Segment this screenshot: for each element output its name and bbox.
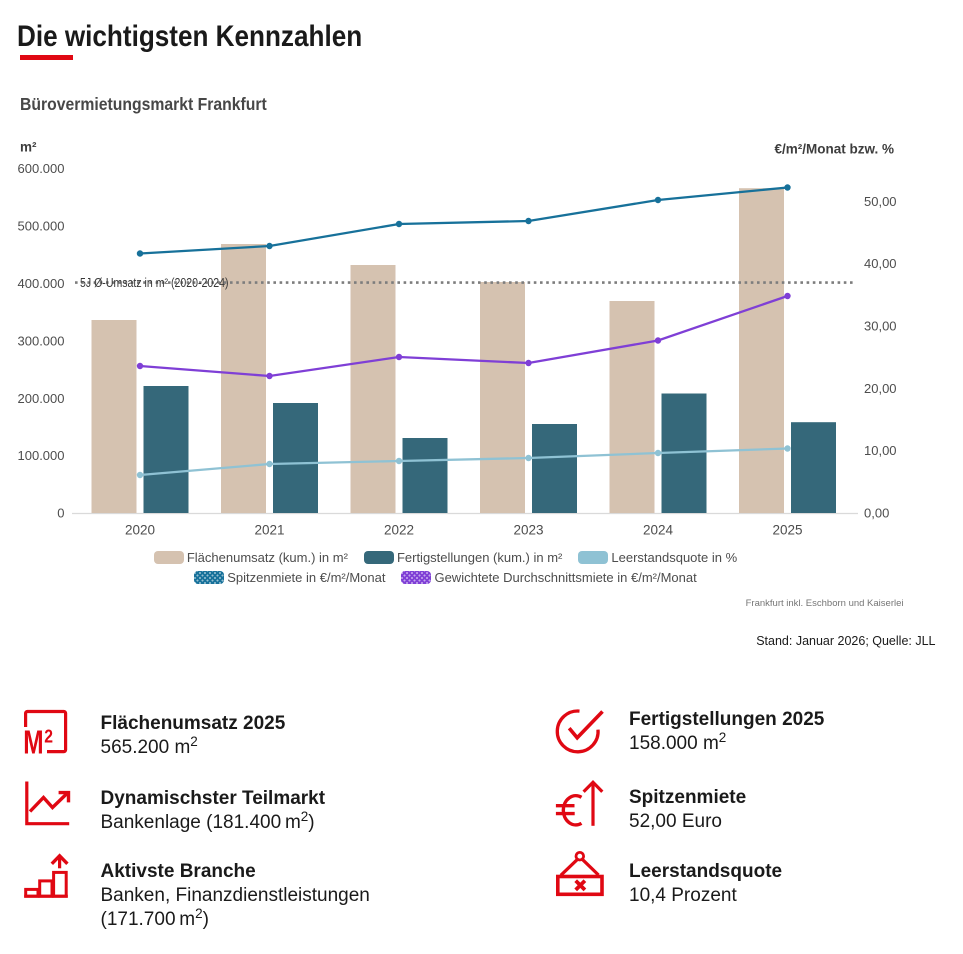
svg-text:20,00: 20,00 bbox=[864, 381, 897, 396]
svg-text:30,00: 30,00 bbox=[864, 319, 897, 334]
svg-text:M: M bbox=[23, 725, 43, 761]
svg-text:2020: 2020 bbox=[125, 523, 155, 538]
svg-text:200.000: 200.000 bbox=[18, 391, 65, 406]
svg-text:2021: 2021 bbox=[254, 523, 284, 538]
svg-text:40,00: 40,00 bbox=[864, 256, 897, 271]
svg-text:400.000: 400.000 bbox=[18, 276, 65, 291]
svg-text:50,00: 50,00 bbox=[864, 194, 897, 209]
svg-text:2: 2 bbox=[44, 725, 53, 747]
svg-text:€/m²/Monat bzw. %: €/m²/Monat bzw. % bbox=[774, 142, 894, 157]
svg-text:2024: 2024 bbox=[643, 523, 674, 538]
svg-text:600.000: 600.000 bbox=[18, 161, 65, 176]
svg-text:2025: 2025 bbox=[772, 523, 802, 538]
svg-text:300.000: 300.000 bbox=[18, 333, 65, 348]
svg-text:2023: 2023 bbox=[513, 523, 543, 538]
svg-text:500.000: 500.000 bbox=[18, 219, 65, 234]
svg-text:10,00: 10,00 bbox=[864, 443, 897, 458]
svg-text:2022: 2022 bbox=[384, 523, 414, 538]
svg-text:0: 0 bbox=[57, 506, 64, 521]
svg-text:0,00: 0,00 bbox=[864, 506, 889, 521]
svg-text:100.000: 100.000 bbox=[18, 448, 65, 463]
svg-text:m²: m² bbox=[20, 140, 37, 155]
svg-text:5J Ø-Umsatz in m² (2020-2024): 5J Ø-Umsatz in m² (2020-2024) bbox=[80, 275, 229, 290]
